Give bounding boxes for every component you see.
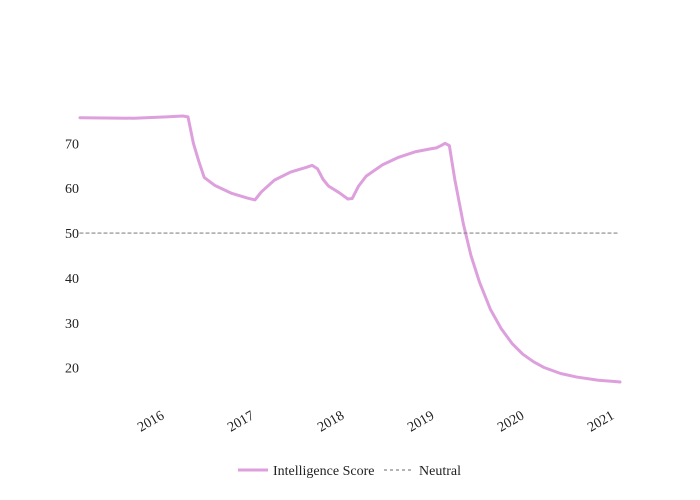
x-tick-label-2016: 2016 — [135, 408, 167, 435]
legend-label: Intelligence Score — [273, 464, 374, 479]
x-tick-label-2021: 2021 — [585, 408, 617, 435]
legend-item-intelligence-score: Intelligence Score — [238, 464, 374, 479]
y-tick-label-70: 70 — [65, 137, 79, 152]
plot-area — [78, 114, 622, 384]
x-tick-label-2017: 2017 — [225, 408, 257, 435]
x-tick-label-2019: 2019 — [405, 408, 437, 435]
y-tick-label-60: 60 — [65, 182, 79, 197]
y-tick-label-20: 20 — [65, 362, 79, 377]
x-tick-label-2018: 2018 — [315, 408, 347, 435]
series-line-intelligence-score — [78, 114, 622, 384]
legend-label: Neutral — [419, 464, 461, 479]
y-axis: 20 30 40 50 60 70 — [65, 137, 79, 376]
y-tick-label-40: 40 — [65, 272, 79, 287]
x-axis: 2016 2017 2018 2019 2020 2021 — [135, 408, 617, 435]
y-tick-label-30: 30 — [65, 317, 79, 332]
legend-item-neutral: Neutral — [384, 464, 461, 479]
x-tick-label-2020: 2020 — [495, 408, 527, 435]
y-tick-label-50: 50 — [65, 227, 79, 242]
legend: Intelligence Score Neutral — [238, 464, 461, 479]
